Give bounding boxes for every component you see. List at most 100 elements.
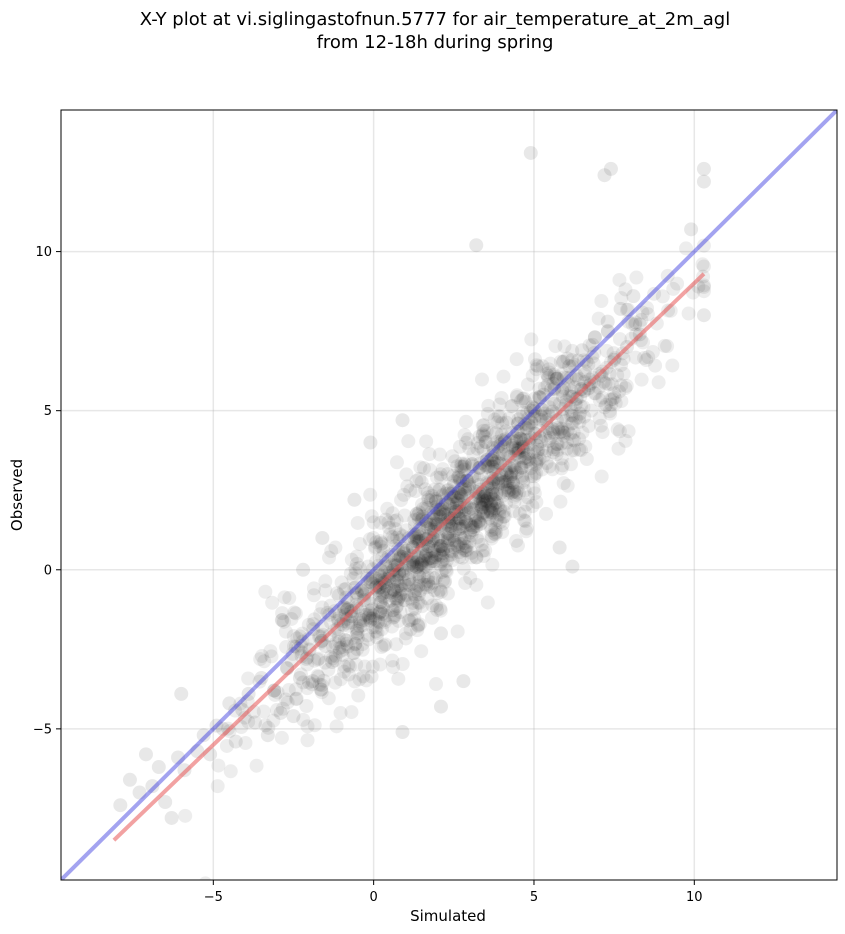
- data-point: [426, 571, 441, 586]
- data-point: [398, 631, 413, 646]
- data-point: [614, 394, 629, 409]
- x-axis-label: Simulated: [410, 907, 486, 925]
- data-point: [564, 383, 579, 398]
- data-point: [497, 509, 512, 524]
- data-point: [498, 424, 513, 439]
- data-point: [577, 409, 592, 424]
- data-point: [493, 437, 508, 452]
- data-point: [546, 445, 561, 460]
- data-point: [388, 583, 403, 598]
- data-point: [520, 377, 535, 392]
- data-point: [452, 486, 467, 501]
- data-point: [389, 599, 404, 614]
- data-point: [341, 618, 356, 633]
- data-point: [387, 553, 402, 568]
- data-point: [461, 474, 476, 489]
- data-point: [614, 378, 629, 393]
- data-point: [513, 460, 528, 475]
- data-point: [382, 593, 397, 608]
- data-point: [491, 467, 506, 482]
- data-point: [485, 491, 500, 506]
- data-point: [455, 474, 470, 489]
- data-point: [535, 442, 550, 457]
- data-point: [541, 370, 556, 385]
- data-point: [493, 503, 508, 518]
- data-point: [347, 674, 362, 689]
- data-point: [334, 575, 349, 590]
- data-point: [280, 695, 295, 710]
- data-point: [529, 452, 544, 467]
- data-point: [475, 492, 490, 507]
- data-point: [414, 556, 429, 571]
- data-point: [423, 517, 438, 532]
- data-point: [473, 517, 488, 532]
- data-point: [485, 505, 500, 520]
- data-point: [572, 371, 587, 386]
- data-point: [409, 560, 424, 575]
- data-point: [266, 713, 281, 728]
- data-point: [567, 443, 582, 458]
- data-point: [553, 425, 568, 440]
- data-point: [542, 365, 557, 380]
- data-point: [549, 447, 564, 462]
- data-point: [436, 546, 451, 561]
- data-point: [355, 618, 370, 633]
- data-point: [464, 528, 479, 543]
- data-point: [336, 664, 351, 679]
- data-point: [359, 571, 374, 586]
- data-point: [338, 607, 353, 622]
- data-point: [384, 588, 399, 603]
- data-point: [556, 380, 571, 395]
- data-point: [635, 335, 650, 350]
- data-point: [566, 425, 581, 440]
- data-point: [412, 569, 427, 584]
- data-point: [597, 400, 612, 415]
- data-point: [457, 506, 472, 521]
- data-point: [350, 626, 365, 641]
- data-point: [374, 622, 389, 637]
- data-point: [554, 436, 569, 451]
- data-point: [497, 435, 512, 450]
- data-point: [306, 622, 321, 637]
- data-point: [369, 535, 384, 550]
- data-point: [429, 677, 444, 692]
- data-point: [458, 414, 473, 429]
- data-point: [483, 488, 498, 503]
- data-point: [396, 487, 411, 502]
- data-point: [428, 554, 443, 569]
- data-point: [466, 502, 481, 517]
- data-point: [470, 441, 485, 456]
- data-point: [518, 514, 533, 529]
- data-point: [695, 257, 710, 272]
- data-point: [696, 284, 711, 299]
- data-point: [613, 301, 628, 316]
- data-point: [336, 642, 351, 657]
- data-point: [434, 539, 449, 554]
- data-point: [550, 422, 565, 437]
- y-tick-label: 10: [35, 245, 52, 260]
- data-point: [473, 516, 488, 531]
- data-point: [500, 467, 515, 482]
- data-point: [458, 518, 473, 533]
- data-point: [347, 492, 362, 507]
- data-point: [174, 686, 189, 701]
- data-point: [337, 582, 352, 597]
- data-point: [488, 527, 503, 542]
- data-point: [510, 465, 525, 480]
- data-point: [443, 499, 458, 514]
- data-point: [411, 619, 426, 634]
- data-point: [507, 494, 522, 509]
- data-point: [431, 541, 446, 556]
- data-point: [503, 470, 518, 485]
- data-point: [366, 608, 381, 623]
- data-point: [419, 519, 434, 534]
- data-point: [349, 623, 364, 638]
- data-point: [483, 487, 498, 502]
- data-point: [288, 606, 303, 621]
- data-point: [474, 500, 489, 515]
- data-point: [416, 548, 431, 563]
- data-point: [513, 431, 528, 446]
- data-point: [565, 359, 580, 374]
- data-point: [362, 591, 377, 606]
- data-point: [364, 669, 379, 684]
